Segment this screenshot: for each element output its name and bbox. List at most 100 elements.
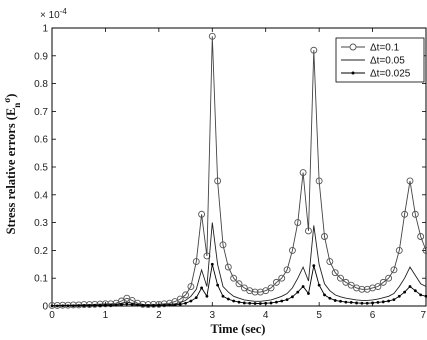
data-point bbox=[230, 274, 238, 282]
data-point bbox=[136, 303, 139, 307]
data-point bbox=[187, 283, 195, 290]
data-point bbox=[301, 285, 305, 288]
data-point bbox=[294, 219, 302, 227]
x-tick-label: 3 bbox=[210, 310, 216, 321]
data-point bbox=[387, 299, 390, 303]
x-tick-label: 1 bbox=[103, 310, 109, 321]
data-point bbox=[358, 285, 366, 293]
data-point bbox=[321, 233, 328, 240]
data-point bbox=[162, 303, 166, 307]
data-point bbox=[326, 258, 334, 265]
series-line bbox=[52, 222, 427, 307]
data-point bbox=[55, 304, 59, 308]
y-tick-label: 0 bbox=[42, 302, 48, 313]
y-tick-label: 0.1 bbox=[34, 274, 48, 285]
data-point bbox=[390, 266, 398, 274]
y-tick-label: 0.3 bbox=[34, 218, 48, 229]
data-point bbox=[310, 46, 318, 54]
data-point bbox=[176, 295, 184, 303]
data-point bbox=[242, 301, 246, 305]
y-tick-label: 0.5 bbox=[34, 163, 48, 174]
data-point bbox=[413, 289, 417, 293]
data-point bbox=[371, 301, 374, 305]
data-point bbox=[283, 266, 291, 274]
x-tick-label: 7 bbox=[420, 310, 426, 321]
series-line bbox=[52, 264, 427, 307]
data-point bbox=[210, 262, 214, 266]
data-point bbox=[422, 246, 427, 254]
data-point bbox=[194, 296, 198, 300]
data-point bbox=[150, 300, 157, 308]
data-point bbox=[198, 210, 206, 218]
data-point bbox=[235, 280, 243, 288]
data-point bbox=[82, 304, 86, 307]
data-point bbox=[392, 298, 396, 302]
data-point bbox=[349, 300, 353, 304]
data-point bbox=[192, 258, 200, 265]
x-tick-label: 4 bbox=[263, 310, 269, 321]
data-point bbox=[109, 303, 113, 307]
y-axis-label: Stress relative errors (Enσ) bbox=[2, 94, 22, 235]
data-point bbox=[323, 293, 326, 297]
legend-label: Δt=0.025 bbox=[370, 69, 411, 80]
data-point bbox=[374, 283, 382, 290]
data-point bbox=[189, 299, 193, 303]
data-point bbox=[285, 298, 289, 302]
data-point bbox=[395, 246, 403, 254]
data-point bbox=[299, 169, 307, 177]
data-point bbox=[381, 300, 385, 304]
data-point bbox=[182, 291, 190, 299]
y-tick-label: 0.7 bbox=[34, 107, 48, 118]
data-point bbox=[157, 304, 161, 307]
x-tick-label: 5 bbox=[316, 310, 322, 321]
data-point bbox=[91, 300, 99, 308]
data-point bbox=[160, 300, 168, 308]
data-point bbox=[305, 227, 312, 235]
data-point bbox=[408, 285, 412, 288]
data-point bbox=[226, 297, 230, 301]
data-point bbox=[424, 294, 427, 298]
data-point bbox=[376, 300, 380, 304]
data-point bbox=[130, 303, 134, 307]
data-point bbox=[125, 302, 129, 306]
data-point bbox=[152, 304, 155, 307]
data-point bbox=[401, 210, 409, 218]
y-tick-label: 0.9 bbox=[34, 51, 48, 62]
data-point bbox=[328, 296, 332, 300]
data-point bbox=[251, 288, 259, 296]
legend-marker bbox=[351, 71, 355, 75]
data-point bbox=[203, 252, 211, 260]
data-point bbox=[232, 299, 236, 303]
data-point bbox=[107, 300, 115, 308]
data-point bbox=[258, 302, 262, 305]
data-point bbox=[168, 303, 171, 307]
data-point bbox=[333, 299, 337, 302]
data-point bbox=[272, 278, 280, 286]
data-point bbox=[296, 290, 300, 294]
data-point bbox=[224, 263, 232, 271]
data-point bbox=[178, 302, 182, 306]
data-point bbox=[71, 304, 75, 308]
data-point bbox=[88, 304, 91, 307]
data-point bbox=[221, 294, 225, 298]
y-tick-label: 0.4 bbox=[34, 190, 48, 201]
data-point bbox=[337, 274, 344, 282]
data-point bbox=[267, 284, 275, 292]
data-point bbox=[275, 300, 278, 304]
legend-label: Δt=0.1 bbox=[370, 43, 400, 54]
data-point bbox=[237, 300, 241, 304]
y-tick-label: 0.8 bbox=[34, 79, 48, 90]
data-point bbox=[360, 301, 364, 305]
series-layer bbox=[48, 32, 427, 309]
data-point bbox=[104, 303, 107, 307]
data-point bbox=[200, 286, 204, 290]
data-point bbox=[61, 304, 65, 308]
data-point bbox=[98, 304, 102, 307]
data-point bbox=[96, 300, 104, 308]
legend-marker bbox=[349, 43, 357, 51]
x-tick-label: 0 bbox=[49, 310, 55, 321]
data-point bbox=[173, 303, 177, 307]
data-point bbox=[278, 274, 286, 282]
data-point bbox=[216, 283, 220, 287]
